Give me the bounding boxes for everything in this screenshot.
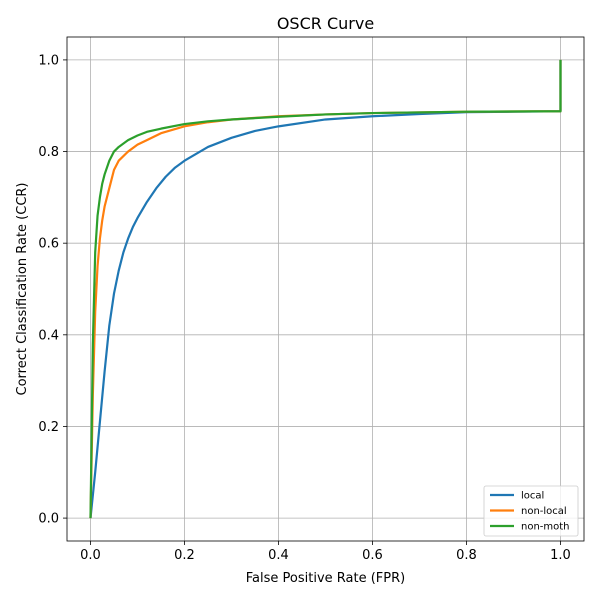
legend-label-non-local: non-local	[521, 506, 567, 517]
y-tick-label: 0.2	[38, 420, 59, 435]
chart-title: OSCR Curve	[277, 14, 374, 33]
legend-label-non-moth: non-moth	[521, 522, 570, 533]
plot-frame	[66, 36, 585, 542]
y-tick-label: 0.4	[38, 328, 59, 343]
x-tick-label: 0.0	[80, 548, 101, 563]
x-tick-label: 1.0	[550, 548, 571, 563]
y-tick-label: 0.0	[38, 512, 59, 527]
legend-label-local: local	[521, 491, 544, 502]
y-tick-label: 0.8	[38, 145, 59, 160]
series-line-local	[89, 59, 562, 519]
grid	[67, 37, 584, 541]
series-line-non-moth	[89, 59, 562, 519]
x-axis-label: False Positive Rate (FPR)	[246, 571, 405, 586]
x-tick-label: 0.4	[268, 548, 289, 563]
x-tick-label: 0.8	[456, 548, 477, 563]
series-lines	[89, 59, 562, 519]
y-tick-label: 1.0	[38, 53, 59, 68]
legend-box	[483, 485, 579, 537]
x-tick-label: 0.6	[362, 548, 383, 563]
x-tick-label: 0.2	[174, 548, 195, 563]
y-tick-label: 0.6	[38, 237, 59, 252]
ticks: 0.0 0.2 0.4 0.6 0.8 1.0 0.0 0.2 0.4 0.6 0.8 1.0	[38, 53, 571, 563]
y-axis-label: Correct Classification Rate (CCR)	[15, 182, 30, 395]
legend: local non-local non-moth	[483, 485, 579, 537]
